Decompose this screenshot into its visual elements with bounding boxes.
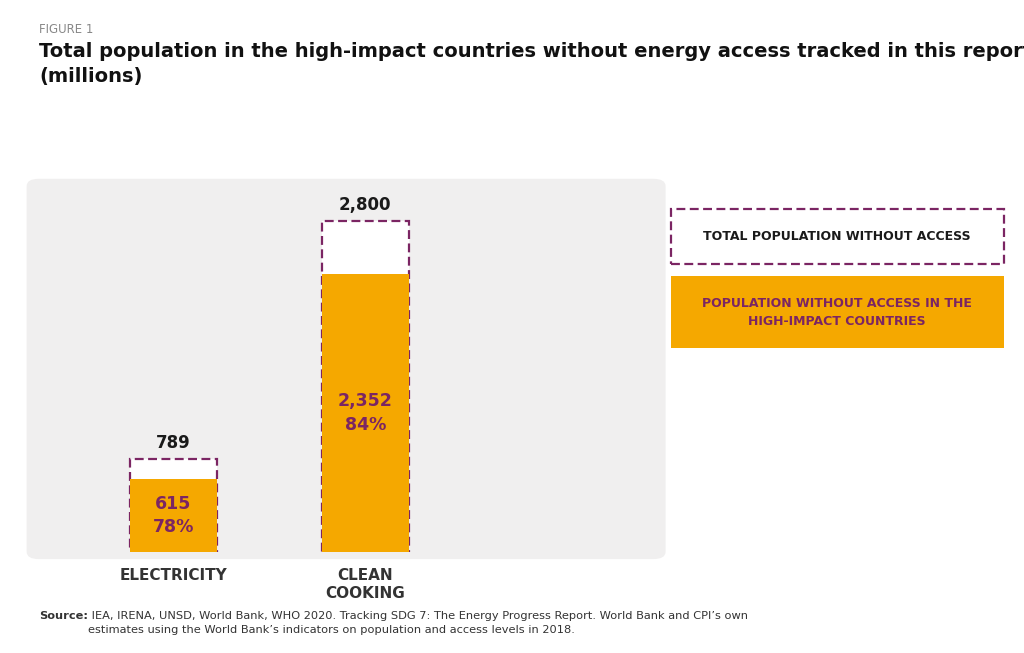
Text: IEA, IRENA, UNSD, World Bank, WHO 2020. Tracking SDG 7: The Energy Progress Repo: IEA, IRENA, UNSD, World Bank, WHO 2020. …	[88, 611, 749, 635]
Text: POPULATION WITHOUT ACCESS IN THE
HIGH-IMPACT COUNTRIES: POPULATION WITHOUT ACCESS IN THE HIGH-IM…	[702, 296, 972, 328]
Text: 615
78%: 615 78%	[153, 495, 194, 536]
Text: 2,352
84%: 2,352 84%	[338, 392, 393, 434]
Text: FIGURE 1: FIGURE 1	[39, 23, 93, 36]
FancyBboxPatch shape	[323, 221, 409, 552]
Text: Source:: Source:	[39, 611, 88, 620]
FancyBboxPatch shape	[130, 458, 216, 552]
FancyBboxPatch shape	[671, 209, 1004, 264]
Text: 789: 789	[156, 434, 190, 452]
Bar	[323, 274, 409, 552]
Bar	[130, 479, 216, 552]
Text: Total population in the high-impact countries without energy access tracked in t: Total population in the high-impact coun…	[39, 42, 1024, 86]
FancyBboxPatch shape	[27, 179, 666, 559]
FancyBboxPatch shape	[671, 276, 1004, 348]
Text: 2,800: 2,800	[339, 197, 391, 214]
Text: TOTAL POPULATION WITHOUT ACCESS: TOTAL POPULATION WITHOUT ACCESS	[703, 231, 971, 243]
